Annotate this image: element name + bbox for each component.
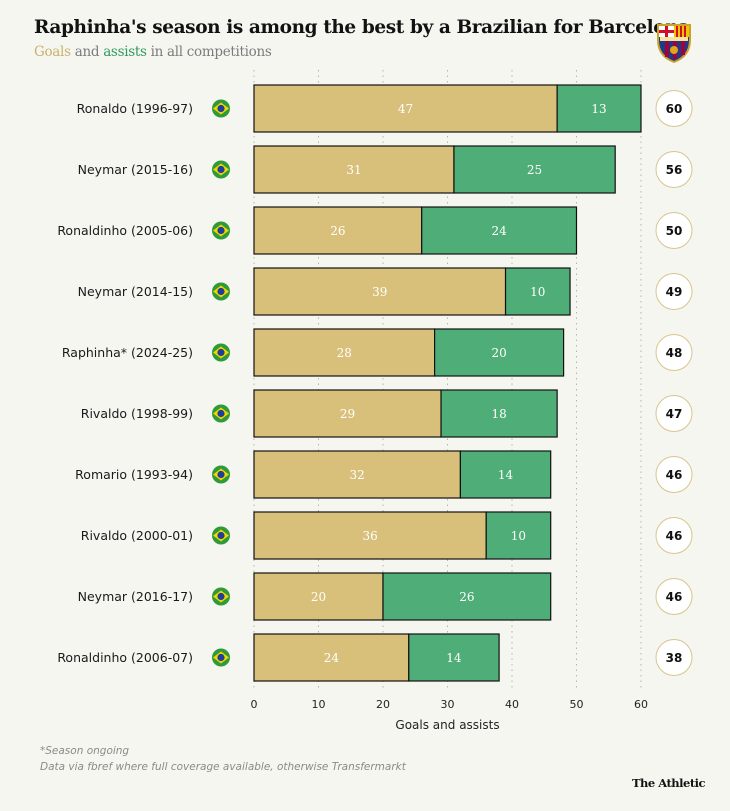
brazil-flag-globe [217,165,225,174]
assists-value-label: 26 [459,590,474,604]
total-value-label: 60 [666,102,683,116]
goals-bar [253,572,384,621]
total-badge [655,578,693,615]
brazil-flag-globe [217,531,225,540]
row-label: Romario (1993-94) [75,467,193,482]
total-value-label: 48 [666,346,683,360]
goals-value-label: 32 [350,468,365,482]
total-value-label: 38 [666,651,683,665]
goals-bar [253,206,423,255]
goals-value-label: 29 [340,407,355,421]
footnote-source: Data via fbref where full coverage avail… [40,761,406,773]
assists-bar [408,633,500,682]
x-tick-label: 50 [570,698,584,711]
barcelona-crest-icon [657,24,691,64]
assists-value-label: 20 [491,346,506,360]
the-athletic-logo: The Athletic [632,776,706,790]
row-label: Rivaldo (2000-01) [81,528,193,543]
goals-bar [253,389,442,438]
total-value-label: 46 [666,468,683,482]
x-tick-label: 30 [441,698,455,711]
total-badge [655,212,693,249]
goals-value-label: 36 [362,529,377,543]
assists-value-label: 10 [511,529,526,543]
assists-bar [556,84,642,133]
x-axis-label: Goals and assists [395,718,499,732]
brazil-flag-globe [217,226,225,235]
total-badge [655,90,693,127]
goals-value-label: 31 [346,163,361,177]
x-tick-label: 0 [251,698,258,711]
total-value-label: 50 [666,224,683,238]
brazil-flag-globe [217,653,225,662]
brazil-flag-globe [217,470,225,479]
row-label: Neymar (2016-17) [78,589,193,604]
x-tick-label: 20 [376,698,390,711]
assists-bar [440,389,558,438]
total-value-label: 56 [666,163,683,177]
total-badge [655,395,693,432]
subtitle-and: and [70,44,104,60]
goals-bar [253,450,461,499]
assists-value-label: 25 [527,163,542,177]
total-badge [655,334,693,371]
chart-subtitle: Goals and assists in all competitions [34,44,272,60]
assists-bar [382,572,552,621]
assists-bar [453,145,616,194]
goals-value-label: 47 [398,102,413,116]
footnote-season: *Season ongoing [40,745,130,757]
brazil-flag-globe [217,287,225,296]
assists-value-label: 14 [498,468,514,482]
subtitle-goals: Goals [34,44,71,60]
brazil-flag-globe [217,409,225,418]
brazil-flag-globe [217,104,225,113]
assists-value-label: 10 [530,285,545,299]
assists-value-label: 24 [491,224,507,238]
total-badge [655,639,693,676]
total-value-label: 46 [666,529,683,543]
total-badge [655,456,693,493]
brazil-flag-globe [217,592,225,601]
row-label: Neymar (2014-15) [78,284,193,299]
assists-bar [504,267,571,316]
x-tick-label: 10 [312,698,326,711]
x-tick-label: 60 [634,698,648,711]
assists-bar [421,206,578,255]
assists-value-label: 13 [591,102,606,116]
total-badge [655,517,693,554]
goals-value-label: 26 [330,224,345,238]
brazil-flag-globe [217,348,225,357]
goals-bar [253,511,487,560]
goals-bar [253,328,436,377]
assists-value-label: 14 [446,651,462,665]
row-label: Ronaldinho (2006-07) [57,650,193,665]
goals-bar [253,145,455,194]
goals-value-label: 24 [324,651,340,665]
total-badge [655,151,693,188]
row-label: Raphinha* (2024-25) [62,345,193,360]
row-label: Rivaldo (1998-99) [81,406,193,421]
goals-value-label: 28 [337,346,352,360]
chart-title: Raphinha's season is among the best by a… [34,17,690,38]
subtitle-rest: in all competitions [146,44,272,60]
subtitle-assists: assists [103,44,147,60]
total-value-label: 46 [666,590,683,604]
row-label: Ronaldinho (2005-06) [57,223,193,238]
assists-value-label: 18 [491,407,506,421]
total-value-label: 47 [666,407,683,421]
goals-value-label: 39 [372,285,387,299]
assists-bar [459,450,552,499]
x-tick-label: 40 [505,698,519,711]
assists-bar [434,328,565,377]
total-badge [655,273,693,310]
total-value-label: 49 [666,285,683,299]
assists-bar [485,511,552,560]
goals-value-label: 20 [311,590,326,604]
row-label: Ronaldo (1996-97) [77,101,193,116]
row-label: Neymar (2015-16) [78,162,193,177]
